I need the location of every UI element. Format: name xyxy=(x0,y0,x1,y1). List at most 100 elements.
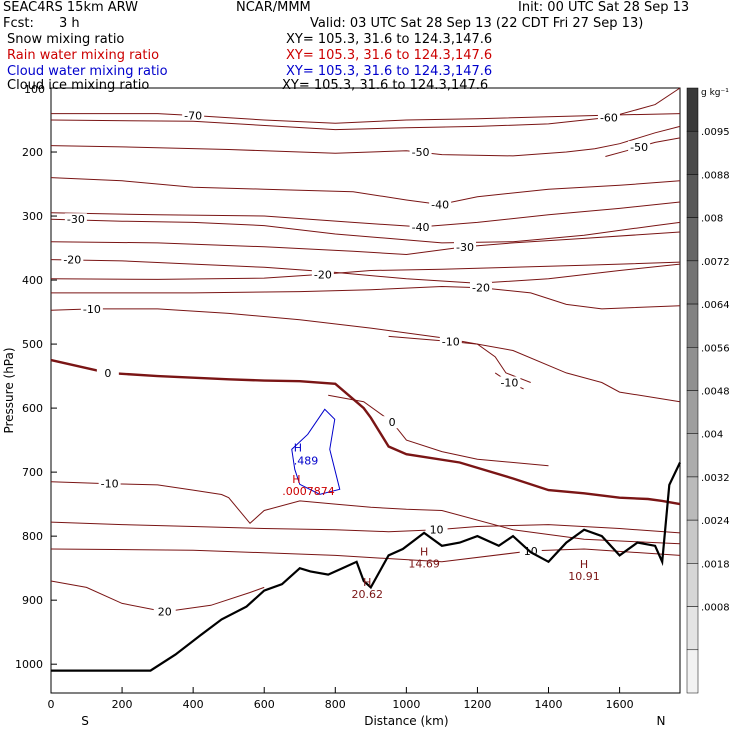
isotherm-label-bg xyxy=(429,198,452,211)
colorbar-tick-label: .0095 xyxy=(701,127,730,138)
x-tick-label: 400 xyxy=(183,698,204,711)
x-tick-label: 0 xyxy=(48,698,55,711)
isotherm-line xyxy=(50,358,681,506)
isotherm-line xyxy=(50,218,681,244)
fcst-value: 3 h xyxy=(59,16,80,31)
y-axis-title: Pressure (hPa) xyxy=(2,347,16,433)
isotherm-label: -20 xyxy=(472,282,490,295)
isotherm-label: -70 xyxy=(184,110,202,123)
y-tick-label: 500 xyxy=(22,338,43,351)
isotherm-label-bg xyxy=(498,376,521,389)
y-tick-label: 100 xyxy=(24,83,45,96)
colorbar-tick-label: .0032 xyxy=(701,473,730,484)
field-cloud-water: Cloud water mixing ratio xyxy=(7,64,168,79)
init-time: Init: 00 UTC Sat 28 Sep 13 xyxy=(518,0,690,15)
isotherm-label: 10 xyxy=(430,524,444,537)
xy-cloud-water: XY= 105.3, 31.6 to 124.3,147.6 xyxy=(286,64,493,79)
isotherm-label: -10 xyxy=(101,478,119,491)
y-tick-label: 300 xyxy=(22,210,43,223)
isotherm-label-bg xyxy=(409,146,432,159)
isotherm-label-bg xyxy=(153,605,176,618)
plot-frame xyxy=(50,87,681,694)
model-name: SEAC4RS 15km ARW xyxy=(3,0,139,15)
colorbar-swatch xyxy=(686,563,699,607)
colorbar-tick-label: .0088 xyxy=(701,170,730,181)
colorbar-tick-label: .004 xyxy=(701,430,723,441)
isotherm-label-bg xyxy=(628,140,651,153)
isotherm-line xyxy=(51,113,681,124)
terrain-max-h: H xyxy=(420,545,428,558)
terrain-max-h: H xyxy=(580,558,588,571)
colorbar-tick-label: .0018 xyxy=(701,559,730,570)
colorbar-swatch xyxy=(686,519,699,564)
isotherm-label: -40 xyxy=(431,199,449,212)
org-name: NCAR/MMM xyxy=(236,0,311,15)
isotherm-label-bg xyxy=(64,213,87,226)
isotherm-label: 20 xyxy=(158,606,172,619)
colorbar-swatch xyxy=(686,87,699,132)
colorbar-swatch xyxy=(686,217,699,262)
isotherm-line xyxy=(50,201,681,228)
isotherm-line xyxy=(50,125,681,157)
colorbar-tick-label: .0024 xyxy=(701,516,730,527)
isotherm-label: 0 xyxy=(104,367,111,380)
colorbar-tick-label: .0064 xyxy=(701,300,730,311)
isotherm-label-bg xyxy=(80,302,103,315)
cloud-water-value: .489 xyxy=(294,454,319,467)
y-tick-label: 800 xyxy=(22,530,43,543)
isotherm-label: -30 xyxy=(67,213,85,226)
colorbar-tick-label: .0072 xyxy=(701,257,730,268)
isotherm-line xyxy=(50,548,681,563)
terrain-max-h: H xyxy=(363,576,371,589)
x-tick-label: 600 xyxy=(254,698,275,711)
isotherm-line xyxy=(328,394,549,467)
colorbar-tick-label: .008 xyxy=(701,214,723,225)
fcst-label: Fcst: xyxy=(3,16,34,31)
x-tick-label: 1000 xyxy=(392,698,420,711)
isotherm-line xyxy=(50,259,681,284)
colorbar-tick-label: .0056 xyxy=(701,343,730,354)
isotherm-line xyxy=(50,177,681,206)
x-tick-label: 200 xyxy=(112,698,133,711)
colorbar-swatch xyxy=(686,260,699,305)
isotherm-label: -50 xyxy=(630,141,648,154)
isotherm-label: -30 xyxy=(456,241,474,254)
y-tick-label: 1000 xyxy=(15,658,43,671)
colorbar-tick-label: .0048 xyxy=(701,387,730,398)
y-tick-label: 400 xyxy=(22,274,43,287)
isotherm-label: -20 xyxy=(314,268,332,281)
field-cloud-ice: Cloud ice mixing ratio xyxy=(7,78,150,93)
isotherm-label-bg xyxy=(454,240,477,253)
cloud-water-h: H xyxy=(294,441,302,454)
y-tick-label: 200 xyxy=(22,146,43,159)
colorbar-swatch xyxy=(686,390,699,434)
isotherm-label-bg xyxy=(409,220,432,233)
isotherm-label-bg xyxy=(597,111,620,124)
x-axis-title: Distance (km) xyxy=(364,714,448,728)
colorbar-swatch xyxy=(686,174,699,218)
isotherm-line xyxy=(50,521,681,534)
isotherm-label-bg xyxy=(311,268,334,281)
isotherm-line xyxy=(50,87,681,131)
y-tick-label: 700 xyxy=(22,466,43,479)
colorbar-swatch xyxy=(686,606,699,651)
field-rain: Rain water mixing ratio xyxy=(7,48,160,63)
terrain-max-value: 20.62 xyxy=(352,588,384,601)
colorbar-swatch xyxy=(686,347,699,391)
xy-rain: XY= 105.3, 31.6 to 124.3,147.6 xyxy=(286,48,493,63)
x-end-right: N xyxy=(657,714,666,728)
field-snow: Snow mixing ratio xyxy=(7,32,125,47)
valid-time: Valid: 03 UTC Sat 28 Sep 13 (22 CDT Fri … xyxy=(310,16,644,31)
isotherm-line xyxy=(50,481,681,545)
isotherm-line xyxy=(50,261,681,280)
isotherm-label-bg xyxy=(439,335,462,348)
isotherm-label-bg xyxy=(96,366,119,379)
colorbar-swatch xyxy=(686,130,699,175)
isotherm-label-bg xyxy=(98,477,121,490)
isotherm-label: 0 xyxy=(389,416,396,429)
isotherm-label: -40 xyxy=(412,221,430,234)
x-tick-label: 1600 xyxy=(606,698,634,711)
rain-water-value: .0007874 xyxy=(282,485,335,498)
colorbar-swatch xyxy=(686,433,699,478)
